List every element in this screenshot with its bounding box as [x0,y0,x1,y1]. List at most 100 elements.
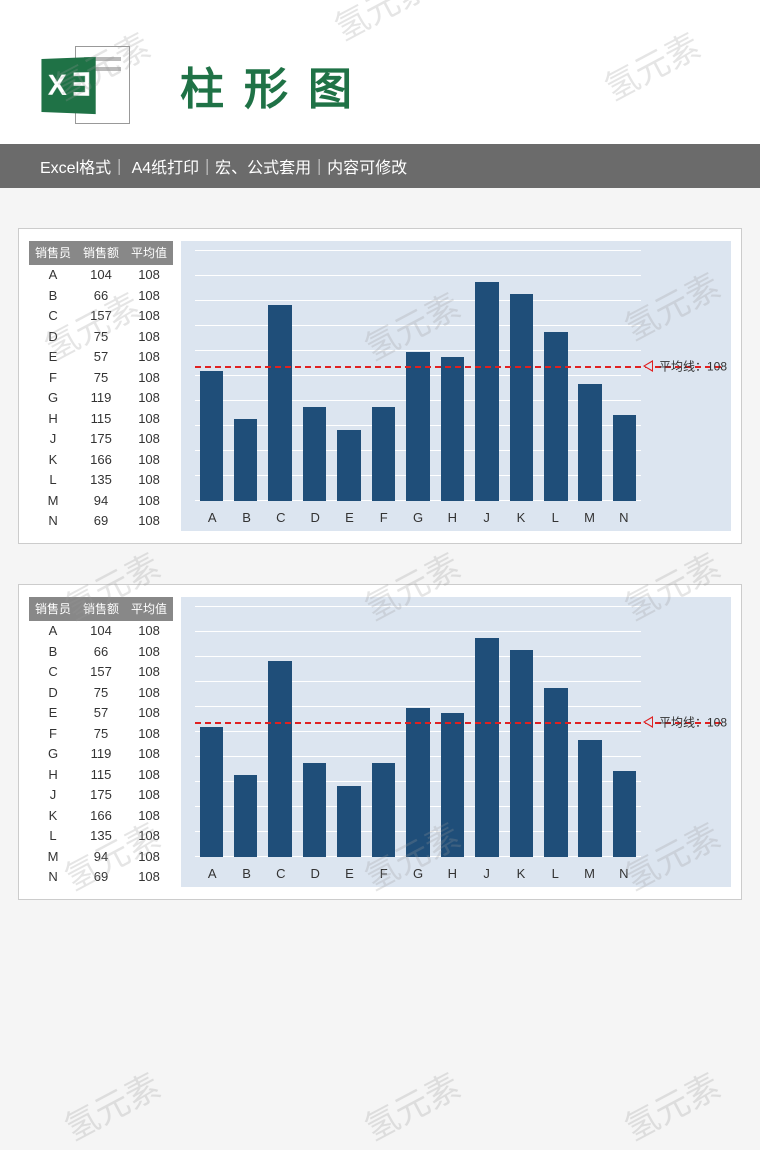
table-cell: 135 [77,469,125,489]
table-row: B66108 [29,641,173,661]
x-tick-label: D [303,866,326,881]
table-cell: J [29,428,77,448]
bar [234,775,258,858]
table-row: C157108 [29,306,173,326]
x-tick-label: F [372,510,395,525]
average-label: 平均线：108 [659,714,727,731]
table-row: C157108 [29,662,173,682]
table-cell: E [29,347,77,367]
x-tick-label: D [303,510,326,525]
table-row: L135108 [29,825,173,845]
table-cell: 157 [77,662,125,682]
bar [337,430,361,501]
table-row: E57108 [29,347,173,367]
table-cell: 108 [125,347,173,367]
table-cell: 75 [77,723,125,743]
table-cell: M [29,490,77,510]
table-cell: 135 [77,825,125,845]
table-cell: K [29,449,77,469]
header: X ∃ 柱形图 [0,0,760,144]
table-cell: F [29,367,77,387]
bar [372,407,396,501]
x-tick-label: L [544,866,567,881]
x-tick-label: N [612,866,635,881]
x-axis-labels: ABCDEFGHJKLMN [195,866,641,881]
table-cell: 108 [125,326,173,346]
bar [613,771,637,857]
bar [268,305,292,501]
table-row: D75108 [29,682,173,702]
bar [475,638,499,857]
table-cell: 66 [77,285,125,305]
table-cell: 166 [77,449,125,469]
x-tick-label: H [441,866,464,881]
x-tick-label: C [269,866,292,881]
bar [578,384,602,502]
table-cell: 108 [125,743,173,763]
table-cell: J [29,784,77,804]
x-tick-label: K [509,866,532,881]
table-cell: 69 [77,866,125,887]
bar [200,371,224,501]
table-cell: M [29,846,77,866]
table-cell: 57 [77,703,125,723]
x-tick-label: J [475,866,498,881]
x-tick-label: G [406,866,429,881]
table-cell: F [29,723,77,743]
table-cell: 119 [77,387,125,407]
table-cell: 75 [77,682,125,702]
table-cell: 108 [125,723,173,743]
x-tick-label: B [235,510,258,525]
table-cell: D [29,682,77,702]
average-arrow-icon [643,360,653,372]
table-cell: A [29,621,77,641]
x-tick-label: N [612,510,635,525]
table-header: 销售员 [29,241,77,265]
table-row: M94108 [29,846,173,866]
table-row: K166108 [29,805,173,825]
bar [372,763,396,857]
table-cell: B [29,641,77,661]
table-row: K166108 [29,449,173,469]
table-cell: C [29,662,77,682]
table-header: 销售额 [77,241,125,265]
table-row: L135108 [29,469,173,489]
table-cell: 108 [125,866,173,887]
bar [578,740,602,858]
table-cell: 108 [125,408,173,428]
table-cell: 108 [125,265,173,285]
table-cell: 108 [125,764,173,784]
bar [544,332,568,501]
x-tick-label: K [509,510,532,525]
table-cell: 108 [125,490,173,510]
table-header: 平均值 [125,241,173,265]
table-cell: 108 [125,285,173,305]
bar [510,650,534,858]
watermark: 氢元素 [614,1059,727,1150]
bar [441,713,465,857]
table-cell: 108 [125,784,173,804]
table-cell: 94 [77,846,125,866]
table-cell: 175 [77,784,125,804]
table-cell: 104 [77,621,125,641]
watermark: 氢元素 [54,1059,167,1150]
bar [268,661,292,857]
x-axis-labels: ABCDEFGHJKLMN [195,510,641,525]
table-cell: 108 [125,641,173,661]
bar [441,357,465,501]
table-cell: L [29,825,77,845]
table-cell: 166 [77,805,125,825]
table-cell: 108 [125,703,173,723]
bar [303,763,327,857]
data-table: 销售员销售额平均值A104108B66108C157108D75108E5710… [29,241,173,531]
excel-icon: X ∃ [40,40,130,130]
table-cell: 108 [125,805,173,825]
x-tick-label: A [201,510,224,525]
table-row: J175108 [29,428,173,448]
bar [303,407,327,501]
bar [337,786,361,857]
table-cell: G [29,387,77,407]
table-row: M94108 [29,490,173,510]
chart-panel: 销售员销售额平均值A104108B66108C157108D75108E5710… [18,228,742,544]
table-cell: 108 [125,306,173,326]
